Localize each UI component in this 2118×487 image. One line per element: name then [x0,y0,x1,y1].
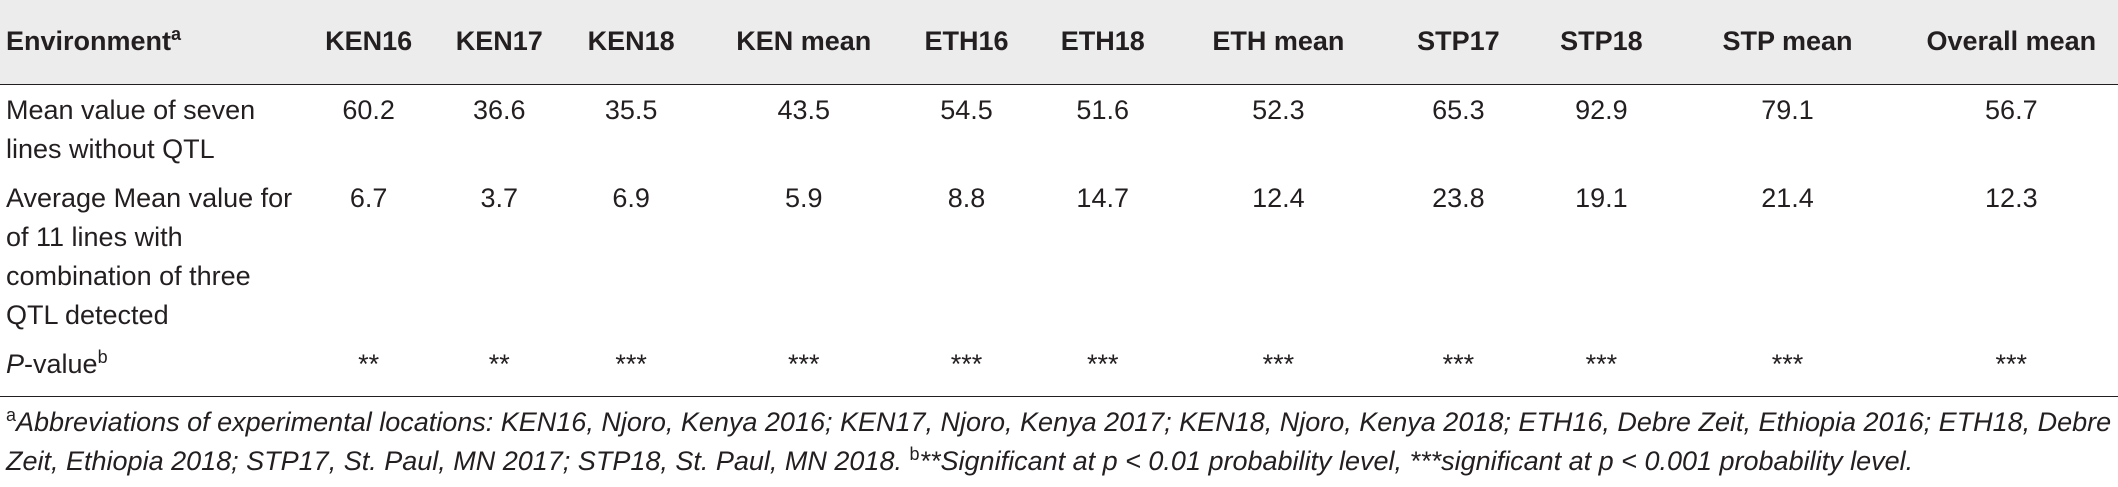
table-footnote: aAbbreviations of experimental locations… [6,403,2114,481]
col-header-ken17: KEN17 [443,0,555,85]
table-cell: *** [554,344,708,397]
table-cell: 54.5 [940,94,993,125]
table-cell: 51.6 [1076,94,1129,125]
col-header-ken16: KEN16 [293,0,444,85]
col-header-overall-mean: Overall mean [1904,0,2118,85]
table-cell: ** [443,344,555,397]
table-row: Average Mean value for of 11 lines with … [0,179,2118,345]
table-cell: *** [1172,344,1385,397]
table-cell: 35.5 [604,94,658,125]
table-cell: 65.3 [1432,94,1485,125]
table-cell: *** [899,344,1034,397]
table-cell: ** [293,344,444,397]
footnote-marker-b: b [909,444,920,464]
table-cell: *** [1670,344,1905,397]
col-header-eth18: ETH18 [1033,0,1173,85]
col-header-eth16: ETH16 [899,0,1034,85]
col-header-environment: Environmenta [0,0,294,85]
row-label: Mean value of seven lines without QTL [6,94,256,164]
table-cell: *** [707,344,900,397]
col-header-ken-mean: KEN mean [707,0,900,85]
table-cell: *** [1532,344,1671,397]
header-row: Environmenta KEN16 KEN17 KEN18 KEN mean … [0,0,2118,85]
footnote-marker-b: b [97,346,108,367]
footnote-a-text: Abbreviations of experimental locations:… [6,407,2112,476]
table-cell: 56.7 [1985,94,2038,125]
table-cell: 6.7 [349,182,388,213]
row-label: Average Mean value for of 11 lines with … [6,182,293,330]
table-row: Mean value of seven lines without QTL 60… [0,84,2118,179]
col-header-stp-mean: STP mean [1670,0,1905,85]
table-cell: *** [1904,344,2118,397]
col-header-stp18: STP18 [1532,0,1671,85]
table-cell: 8.8 [947,182,986,213]
table-cell: 79.1 [1761,94,1814,125]
table-cell: 14.7 [1076,182,1129,213]
table-cell: 60.2 [342,94,395,125]
footnote-marker-a: a [171,24,182,45]
row-label: P-valueb [0,344,294,397]
table-row: P-valueb ** ** *** *** *** *** *** *** *… [0,344,2118,397]
col-header-ken18: KEN18 [554,0,708,85]
table-cell: *** [1384,344,1533,397]
table-cell: 43.5 [777,94,831,125]
footnote-b-text: **Significant at p < 0.01 probability le… [919,446,1914,476]
col-header-eth-mean: ETH mean [1172,0,1385,85]
table-cell: 5.9 [784,182,823,213]
table-cell: 52.3 [1252,94,1305,125]
table-cell: 6.9 [612,182,650,213]
table-cell: 36.6 [472,94,526,125]
table-cell: 12.4 [1252,182,1305,213]
table-cell: 3.7 [480,182,519,213]
col-header-stp17: STP17 [1384,0,1533,85]
table-cell: 92.9 [1575,94,1628,125]
table-cell: 21.4 [1761,182,1814,213]
table-cell: 23.8 [1432,182,1485,213]
footnote-marker-a: a [6,405,17,425]
table-cell: 12.3 [1985,182,2038,213]
results-table: Environmenta KEN16 KEN17 KEN18 KEN mean … [0,0,2118,397]
table-cell: 19.1 [1575,182,1628,213]
table-cell: *** [1033,344,1173,397]
